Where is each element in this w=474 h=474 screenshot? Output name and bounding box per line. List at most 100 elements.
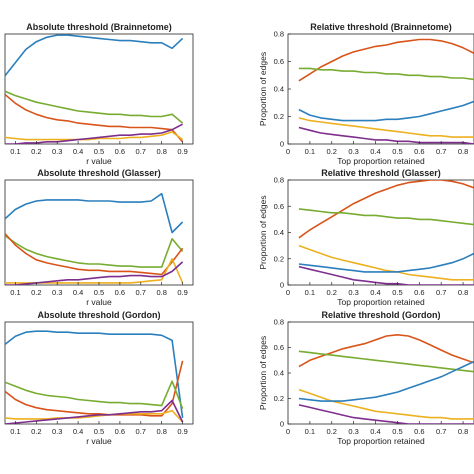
x-tick-label: 0.1 <box>305 288 315 297</box>
axes-box <box>4 179 194 286</box>
x-tick-label: 0.6 <box>115 427 125 436</box>
x-tick-label: 0.9 <box>177 288 187 297</box>
x-tick-label: 0.1 <box>10 147 20 156</box>
chart-title: Absolute threshold (Gordon) <box>38 310 161 320</box>
x-tick-label: 0.7 <box>436 288 446 297</box>
series-line-yellow <box>298 244 474 281</box>
x-axis-label: r value <box>86 156 112 166</box>
x-tick-label: 0.5 <box>392 147 402 156</box>
y-tick-label: 0.8 <box>274 176 284 185</box>
series-line-yellow <box>298 388 474 420</box>
panel-3: 0.1 0.2 0.3 0.4 0.5 0.6 0.7 0.8 0.9 Absolute thre… <box>4 168 194 307</box>
series-line-green <box>298 208 474 226</box>
panel-1: 0.1 0.2 0.3 0.4 0.5 0.6 0.7 0.8 0.9 Absolute thre… <box>4 22 194 166</box>
series-line-blue <box>298 360 474 402</box>
x-tick-label: 0.4 <box>370 427 380 436</box>
x-tick-label: 0 <box>286 427 290 436</box>
x-tick-label: 0 <box>286 147 290 156</box>
x-tick-label: 0.3 <box>52 427 62 436</box>
series-line-purple <box>5 123 183 144</box>
y-tick-label: 0.8 <box>274 30 284 39</box>
series-line-orange <box>5 93 184 143</box>
x-tick-label: 0.2 <box>327 147 337 156</box>
x-axis-label: r value <box>86 436 112 446</box>
x-tick-label: 0.7 <box>136 147 146 156</box>
y-tick-label: 0.6 <box>274 57 284 66</box>
series-line-green <box>5 235 184 268</box>
x-tick-label: 0.5 <box>392 427 402 436</box>
series-line-blue <box>5 34 184 77</box>
panel-4: 0 0.1 0.2 0.3 0.4 0.5 0.6 0.7 0.8 0 0.2 0.4 0.6 0.8 Re… <box>258 168 474 307</box>
x-tick-label: 0.5 <box>94 147 104 156</box>
x-tick-label: 0.6 <box>414 147 424 156</box>
axes-box <box>287 33 474 145</box>
x-tick-label: 0.6 <box>414 427 424 436</box>
series-line-green <box>5 90 184 124</box>
x-tick-label: 0.8 <box>458 288 468 297</box>
x-tick-label: 0.7 <box>436 427 446 436</box>
x-tick-label: 0.3 <box>348 147 358 156</box>
x-tick-label: 0.3 <box>348 427 358 436</box>
chart-title: Absolute threshold (Brainnetome) <box>26 22 172 32</box>
x-tick-label: 0.6 <box>414 288 424 297</box>
x-tick-label: 0.8 <box>156 427 166 436</box>
x-tick-label: 0.6 <box>115 147 125 156</box>
x-tick-label: 0.4 <box>370 288 380 297</box>
y-tick-label: 0 <box>280 281 284 290</box>
series-line-orange <box>298 38 474 82</box>
y-tick-label: 0.4 <box>274 369 284 378</box>
x-tick-label: 0.3 <box>348 288 358 297</box>
x-tick-label: 0.1 <box>10 288 20 297</box>
panel-6: 0 0.1 0.2 0.3 0.4 0.5 0.6 0.7 0.8 0 0.2 0.4 0.6 0.8 Re… <box>258 310 474 446</box>
chart-title: Relative threshold (Glasser) <box>321 168 441 178</box>
y-tick-label: 0.6 <box>274 343 284 352</box>
x-tick-label: 0.1 <box>305 147 315 156</box>
x-tick-label: 0.7 <box>436 147 446 156</box>
x-axis-label: Top proportion retained <box>337 297 425 307</box>
x-tick-label: 0.4 <box>73 147 83 156</box>
series-line-purple <box>298 265 474 285</box>
x-tick-label: 0.4 <box>73 427 83 436</box>
x-tick-label: 0.2 <box>31 288 41 297</box>
x-axis-label: r value <box>86 297 112 307</box>
x-axis-label: Top proportion retained <box>337 156 425 166</box>
y-axis-label: Proportion of edges <box>258 52 268 126</box>
series-line-green <box>5 380 184 409</box>
x-tick-label: 0.6 <box>115 288 125 297</box>
x-tick-label: 0.4 <box>370 147 380 156</box>
series-line-orange <box>298 180 474 239</box>
y-tick-label: 0.2 <box>274 394 284 403</box>
y-tick-label: 0.6 <box>274 202 284 211</box>
series-line-purple <box>298 404 474 424</box>
axes-box <box>4 33 194 145</box>
x-tick-label: 0 <box>286 288 290 297</box>
y-tick-label: 0.2 <box>274 254 284 263</box>
chart-title: Relative threshold (Gordon) <box>321 310 440 320</box>
series-line-orange <box>5 360 184 417</box>
chart-title: Relative threshold (Brainnetome) <box>310 22 452 32</box>
chart-title: Absolute threshold (Glasser) <box>37 168 161 178</box>
series-line-blue <box>298 252 474 273</box>
x-tick-label: 0.2 <box>327 427 337 436</box>
x-tick-label: 0.9 <box>177 147 187 156</box>
x-tick-label: 0.8 <box>458 147 468 156</box>
series-line-yellow <box>5 409 184 423</box>
x-tick-label: 0.7 <box>136 427 146 436</box>
x-axis-label: Top proportion retained <box>337 436 425 446</box>
x-tick-label: 0.1 <box>10 427 20 436</box>
series-line-blue <box>5 192 184 234</box>
y-tick-label: 0 <box>280 140 284 149</box>
series-line-purple <box>5 399 184 424</box>
series-line-yellow <box>5 131 184 141</box>
series-line-purple <box>298 126 474 144</box>
y-tick-label: 0 <box>280 420 284 429</box>
x-tick-label: 0.1 <box>305 427 315 436</box>
x-tick-label: 0.4 <box>73 288 83 297</box>
y-tick-label: 0.8 <box>274 318 284 327</box>
x-tick-label: 0.8 <box>156 288 166 297</box>
panel-2: 0 0.1 0.2 0.3 0.4 0.5 0.6 0.7 0.8 0 0.2 0.4 0.6 0.8 Re… <box>258 22 474 166</box>
series-line-orange <box>5 233 184 276</box>
x-tick-label: 0.2 <box>31 427 41 436</box>
x-tick-label: 0.8 <box>156 147 166 156</box>
